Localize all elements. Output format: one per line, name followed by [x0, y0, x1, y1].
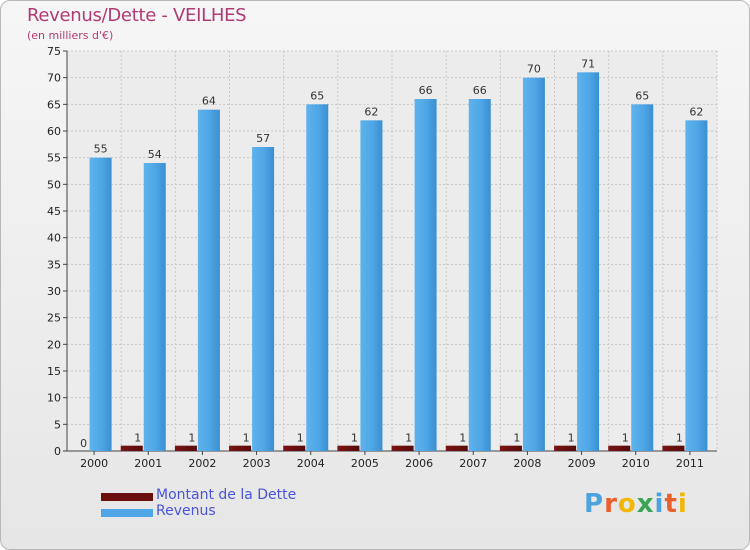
legend-swatch-revenus: [101, 509, 153, 517]
data-label-revenus: 70: [527, 63, 541, 76]
x-tick-label: 2007: [459, 457, 487, 470]
data-label-dette: 1: [622, 432, 629, 445]
y-tick-label: 30: [47, 285, 61, 298]
x-tick-label: 2003: [243, 457, 271, 470]
y-tick-label: 55: [47, 152, 61, 165]
legend-swatch-dette: [101, 493, 153, 501]
bar-dette: [229, 445, 252, 451]
y-tick-label: 25: [47, 312, 61, 325]
y-tick-label: 35: [47, 258, 61, 271]
data-label-revenus: 62: [689, 105, 703, 118]
logo-letter: i: [677, 489, 688, 519]
data-label-revenus: 66: [473, 84, 487, 97]
logo-letter: i: [654, 489, 665, 519]
x-tick-label: 2009: [568, 457, 596, 470]
bar-revenus: [631, 104, 654, 451]
logo-letter: x: [636, 489, 655, 519]
data-label-dette: 0: [80, 437, 87, 450]
y-tick-label: 15: [47, 365, 61, 378]
data-label-dette: 1: [297, 432, 304, 445]
data-label-dette: 1: [459, 432, 466, 445]
x-tick-label: 2006: [405, 457, 433, 470]
x-tick-label: 2005: [351, 457, 379, 470]
bar-dette: [174, 445, 197, 451]
chart-subtitle: (en milliers d'€): [27, 29, 114, 42]
bar-revenus: [685, 120, 708, 451]
bar-dette: [662, 445, 685, 451]
data-label-revenus: 55: [94, 143, 108, 156]
data-label-revenus: 66: [419, 84, 433, 97]
logo-letter: P: [584, 489, 605, 519]
logo-letter: r: [604, 489, 618, 519]
bar-dette: [391, 445, 414, 451]
bar-revenus: [197, 109, 220, 452]
data-label-dette: 1: [188, 432, 195, 445]
bar-revenus: [522, 77, 545, 452]
x-tick-label: 2001: [134, 457, 162, 470]
bar-revenus: [89, 157, 112, 451]
y-tick-label: 0: [54, 445, 61, 458]
data-label-dette: 1: [134, 432, 141, 445]
y-tick-label: 20: [47, 338, 61, 351]
data-label-dette: 1: [513, 432, 520, 445]
logo-letter: o: [617, 489, 637, 519]
x-tick-label: 2011: [676, 457, 704, 470]
x-tick-label: 2004: [297, 457, 325, 470]
bar-revenus: [306, 104, 329, 451]
bar-dette: [445, 445, 468, 451]
x-tick-label: 2002: [188, 457, 216, 470]
legend-label-dette: Montant de la Dette: [156, 487, 297, 503]
bar-dette: [283, 445, 306, 451]
data-label-revenus: 64: [202, 95, 216, 108]
bar-revenus: [468, 99, 491, 451]
proxiti-logo: Proxiti: [584, 489, 688, 519]
bar-revenus: [577, 72, 600, 451]
x-tick-label: 2010: [622, 457, 650, 470]
data-label-dette: 1: [405, 432, 412, 445]
y-tick-label: 40: [47, 232, 61, 245]
data-labels: 0 55 1 54 1 64 1 57 1 65 1 62 1 66 1 66 1 70 1 71 1 65 1 62: [80, 57, 703, 450]
bar-dette: [499, 445, 522, 451]
data-label-revenus: 71: [581, 57, 595, 70]
y-tick-label: 5: [54, 418, 61, 431]
x-tick-label: 2008: [513, 457, 541, 470]
chart-title: Revenus/Dette - VEILHES: [27, 5, 247, 26]
data-label-dette: 1: [351, 432, 358, 445]
data-label-dette: 1: [568, 432, 575, 445]
data-label-revenus: 57: [256, 132, 270, 145]
bar-revenus: [414, 99, 437, 451]
data-label-revenus: 65: [310, 89, 324, 102]
data-label-dette: 1: [676, 432, 683, 445]
data-label-revenus: 65: [635, 89, 649, 102]
bar-dette: [337, 445, 360, 451]
x-tick-label: 2000: [80, 457, 108, 470]
data-label-revenus: 54: [148, 148, 162, 161]
y-tick-label: 50: [47, 178, 61, 191]
legend-label-revenus: Revenus: [156, 503, 216, 519]
y-tick-label: 70: [47, 72, 61, 85]
y-tick-label: 10: [47, 392, 61, 405]
bar-revenus: [252, 147, 275, 451]
y-tick-label: 75: [47, 45, 61, 58]
y-tick-label: 60: [47, 125, 61, 138]
bar-revenus: [360, 120, 383, 451]
data-label-revenus: 62: [364, 105, 378, 118]
bar-dette: [120, 445, 143, 451]
bar-dette: [554, 445, 577, 451]
y-tick-label: 65: [47, 98, 61, 111]
bars: [89, 72, 708, 452]
logo-letter: t: [664, 489, 678, 519]
y-tick-label: 45: [47, 205, 61, 218]
data-label-dette: 1: [243, 432, 250, 445]
bar-revenus: [143, 163, 166, 451]
bar-dette: [608, 445, 631, 451]
